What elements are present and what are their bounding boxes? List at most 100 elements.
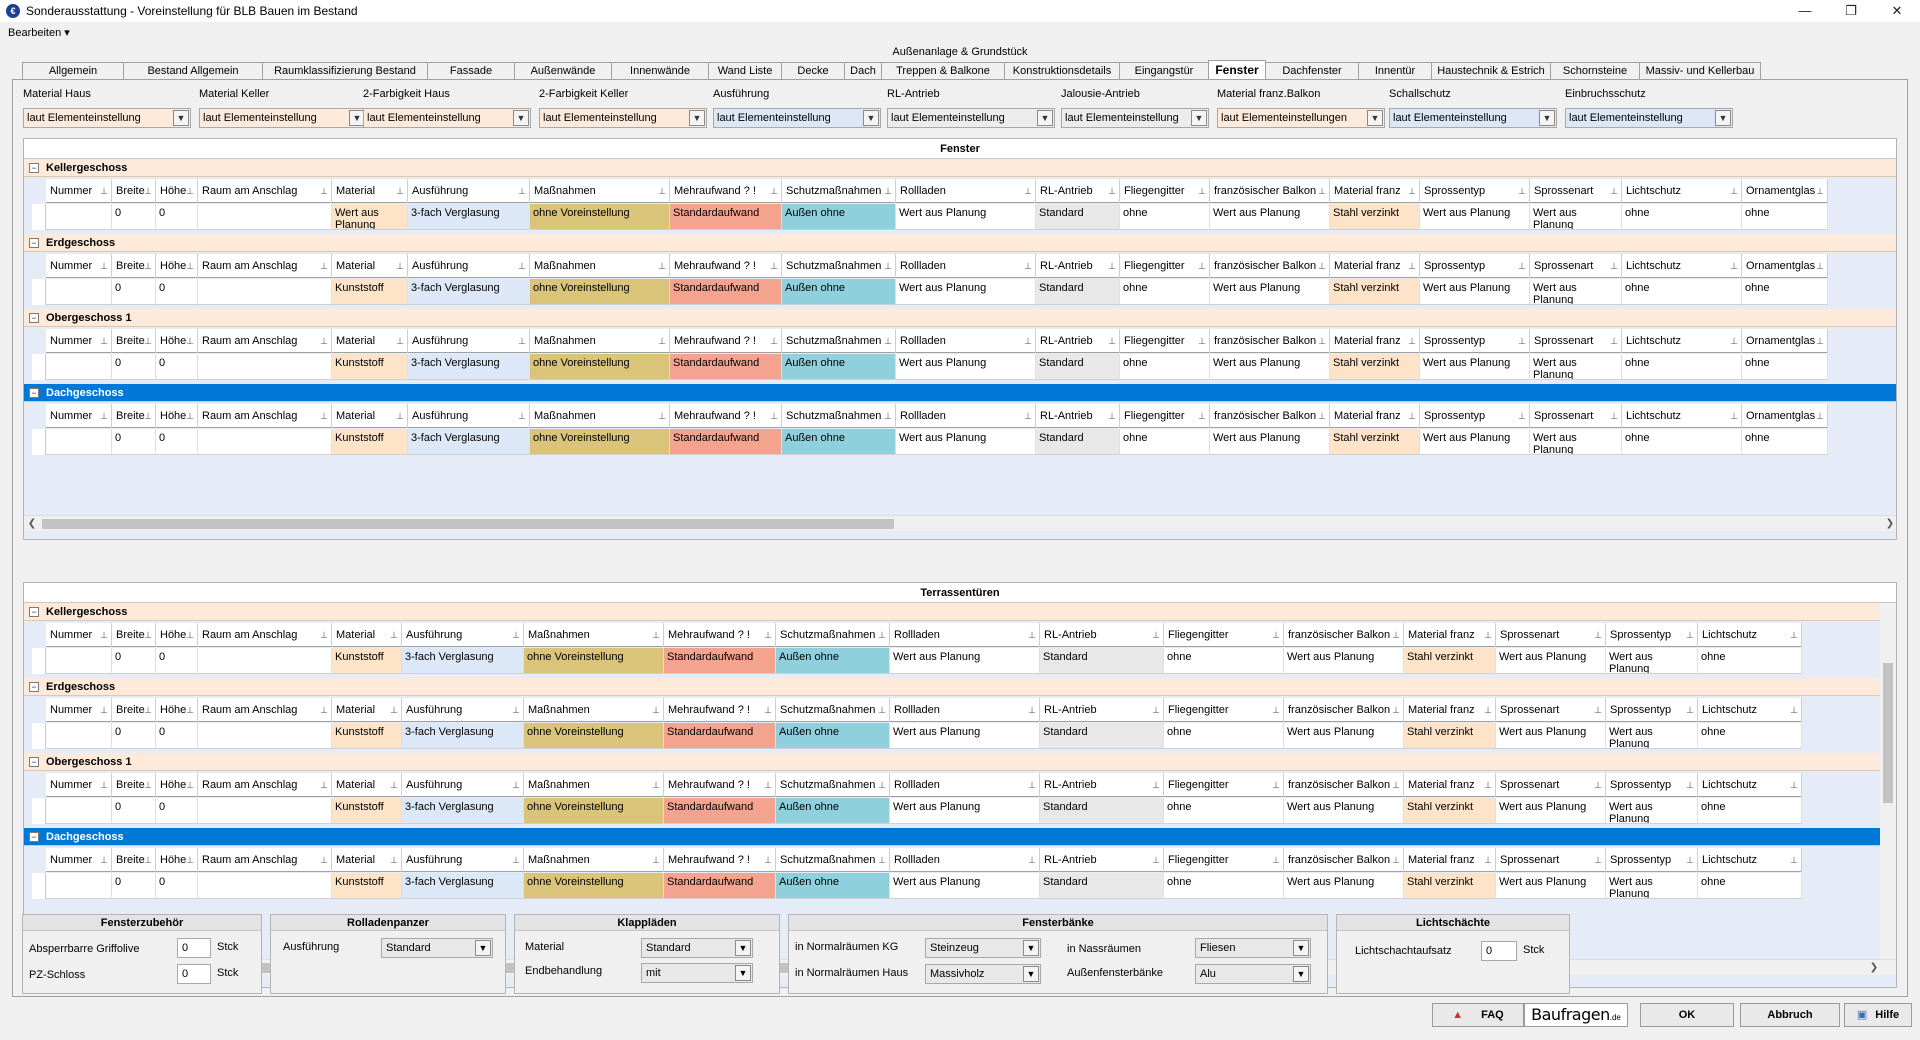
cell-massnahmen[interactable]: ohne Voreinstellung: [530, 354, 670, 380]
column-header-sprossenart[interactable]: Sprossenart ⊥: [1530, 179, 1622, 203]
cell-hoehe[interactable]: 0: [156, 354, 198, 380]
pin-icon[interactable]: ⊥: [770, 186, 778, 196]
pin-icon[interactable]: ⊥: [396, 336, 404, 346]
tab-raumklassifizierung-bestand[interactable]: Raumklassifizierung Bestand: [262, 62, 428, 79]
pin-icon[interactable]: ⊥: [186, 630, 194, 640]
column-header-sprossenart[interactable]: Sprossenart ⊥: [1496, 698, 1606, 722]
pin-icon[interactable]: ⊥: [884, 411, 892, 421]
pin-icon[interactable]: ⊥: [1408, 411, 1416, 421]
pin-icon[interactable]: ⊥: [1730, 261, 1738, 271]
column-header-raum-am-anschlag[interactable]: Raum am Anschlag ⊥: [198, 698, 332, 722]
pin-icon[interactable]: ⊥: [1594, 855, 1602, 865]
maximize-icon[interactable]: ❐: [1845, 3, 1857, 18]
cell-fliegengitter[interactable]: ohne: [1164, 723, 1284, 749]
row-selector[interactable]: [32, 354, 46, 380]
column-header-mehraufwand[interactable]: Mehraufwand ? ! ⊥: [670, 329, 782, 353]
cell-franzoesischer-balkon[interactable]: Wert aus Planung: [1284, 798, 1404, 824]
pin-icon[interactable]: ⊥: [512, 630, 520, 640]
cell-material[interactable]: Kunststoff: [332, 723, 402, 749]
column-header-massnahmen[interactable]: Maßnahmen ⊥: [524, 698, 664, 722]
column-header-breite[interactable]: Breite ⊥: [112, 848, 156, 872]
cell-sprossenart[interactable]: Wert aus Planung: [1496, 723, 1606, 749]
cell-franzoesischer-balkon[interactable]: Wert aus Planung: [1210, 279, 1330, 305]
cell-sprossentyp[interactable]: Wert aus Planung: [1420, 429, 1530, 455]
cell-material-franz[interactable]: Stahl verzinkt: [1404, 648, 1496, 674]
column-header-ausfuehrung[interactable]: Ausführung ⊥: [408, 404, 530, 428]
column-header-lichtschutz[interactable]: Lichtschutz ⊥: [1622, 404, 1742, 428]
pin-icon[interactable]: ⊥: [1594, 630, 1602, 640]
cell-franzoesischer-balkon[interactable]: Wert aus Planung: [1210, 429, 1330, 455]
pin-icon[interactable]: ⊥: [878, 705, 886, 715]
cell-nummer[interactable]: [46, 798, 112, 824]
pin-icon[interactable]: ⊥: [396, 261, 404, 271]
pin-icon[interactable]: ⊥: [396, 186, 404, 196]
cell-franzoesischer-balkon[interactable]: Wert aus Planung: [1210, 204, 1330, 230]
pin-icon[interactable]: ⊥: [518, 336, 526, 346]
column-header-breite[interactable]: Breite ⊥: [112, 404, 156, 428]
pin-icon[interactable]: ⊥: [1272, 705, 1280, 715]
cell-hoehe[interactable]: 0: [156, 798, 198, 824]
pin-icon[interactable]: ⊥: [764, 630, 772, 640]
ok-button[interactable]: OK: [1640, 1003, 1734, 1027]
pin-icon[interactable]: ⊥: [878, 630, 886, 640]
pin-icon[interactable]: ⊥: [1198, 411, 1206, 421]
cell-ausfuehrung[interactable]: 3-fach Verglasung: [402, 873, 524, 899]
row-selector[interactable]: [32, 279, 46, 305]
column-header-raum-am-anschlag[interactable]: Raum am Anschlag ⊥: [198, 179, 332, 203]
hilfe-button[interactable]: ▣ Hilfe: [1844, 1003, 1912, 1027]
cell-rl-antrieb[interactable]: Standard: [1036, 204, 1120, 230]
cell-material-franz[interactable]: Stahl verzinkt: [1330, 354, 1420, 380]
pin-icon[interactable]: ⊥: [1152, 630, 1160, 640]
pin-icon[interactable]: ⊥: [1686, 780, 1694, 790]
cell-breite[interactable]: 0: [112, 873, 156, 899]
cell-rl-antrieb[interactable]: Standard: [1040, 648, 1164, 674]
pin-icon[interactable]: ⊥: [1594, 780, 1602, 790]
cell-mehraufwand[interactable]: Standardaufwand: [664, 798, 776, 824]
cell-ausfuehrung[interactable]: 3-fach Verglasung: [408, 429, 530, 455]
cell-hoehe[interactable]: 0: [156, 204, 198, 230]
column-header-fliegengitter[interactable]: Fliegengitter ⊥: [1164, 773, 1284, 797]
tab-dach[interactable]: Dach: [844, 62, 882, 79]
cell-hoehe[interactable]: 0: [156, 723, 198, 749]
pin-icon[interactable]: ⊥: [320, 411, 328, 421]
cell-material-franz[interactable]: Stahl verzinkt: [1404, 798, 1496, 824]
lichtschachtaufsatz-input[interactable]: 0: [1481, 941, 1517, 961]
pin-icon[interactable]: ⊥: [144, 855, 152, 865]
cell-rl-antrieb[interactable]: Standard: [1040, 873, 1164, 899]
pin-icon[interactable]: ⊥: [1686, 855, 1694, 865]
pin-icon[interactable]: ⊥: [518, 261, 526, 271]
cell-mehraufwand[interactable]: Standardaufwand: [664, 723, 776, 749]
cell-material[interactable]: Kunststoff: [332, 354, 408, 380]
column-header-fliegengitter[interactable]: Fliegengitter ⊥: [1164, 698, 1284, 722]
cell-lichtschutz[interactable]: ohne: [1698, 648, 1802, 674]
cell-material[interactable]: Kunststoff: [332, 798, 402, 824]
pin-icon[interactable]: ⊥: [390, 705, 398, 715]
pin-icon[interactable]: ⊥: [186, 780, 194, 790]
column-header-mehraufwand[interactable]: Mehraufwand ? ! ⊥: [664, 773, 776, 797]
filter-select-material-franz-balkon[interactable]: laut Elementeinstellungen ▼: [1217, 108, 1385, 128]
cell-franzoesischer-balkon[interactable]: Wert aus Planung: [1284, 723, 1404, 749]
endbehandlung-select[interactable]: mit ▼: [641, 963, 753, 983]
pin-icon[interactable]: ⊥: [100, 855, 108, 865]
pin-icon[interactable]: ⊥: [770, 411, 778, 421]
pin-icon[interactable]: ⊥: [1518, 186, 1526, 196]
cell-hoehe[interactable]: 0: [156, 873, 198, 899]
cell-sprossentyp[interactable]: Wert aus Planung: [1420, 354, 1530, 380]
column-header-fliegengitter[interactable]: Fliegengitter ⊥: [1120, 254, 1210, 278]
column-header-raum-am-anschlag[interactable]: Raum am Anschlag ⊥: [198, 254, 332, 278]
cell-ausfuehrung[interactable]: 3-fach Verglasung: [402, 798, 524, 824]
cell-raum-am-anschlag[interactable]: [198, 648, 332, 674]
cell-fliegengitter[interactable]: ohne: [1120, 429, 1210, 455]
faq-button[interactable]: ▲ FAQ: [1432, 1003, 1524, 1027]
cell-ausfuehrung[interactable]: 3-fach Verglasung: [402, 723, 524, 749]
scroll-right-icon[interactable]: ❯: [1885, 518, 1895, 529]
pin-icon[interactable]: ⊥: [1392, 855, 1400, 865]
horizontal-scrollbar[interactable]: ❮❯: [24, 515, 1896, 531]
pin-icon[interactable]: ⊥: [1198, 261, 1206, 271]
column-header-massnahmen[interactable]: Maßnahmen ⊥: [524, 848, 664, 872]
column-header-ornamentglas[interactable]: Ornamentglas ⊥: [1742, 254, 1828, 278]
cell-schutzmassnahmen[interactable]: Außen ohne: [782, 279, 896, 305]
column-header-material-franz[interactable]: Material franz ⊥: [1404, 698, 1496, 722]
cell-material[interactable]: Kunststoff: [332, 279, 408, 305]
cell-fliegengitter[interactable]: ohne: [1164, 648, 1284, 674]
